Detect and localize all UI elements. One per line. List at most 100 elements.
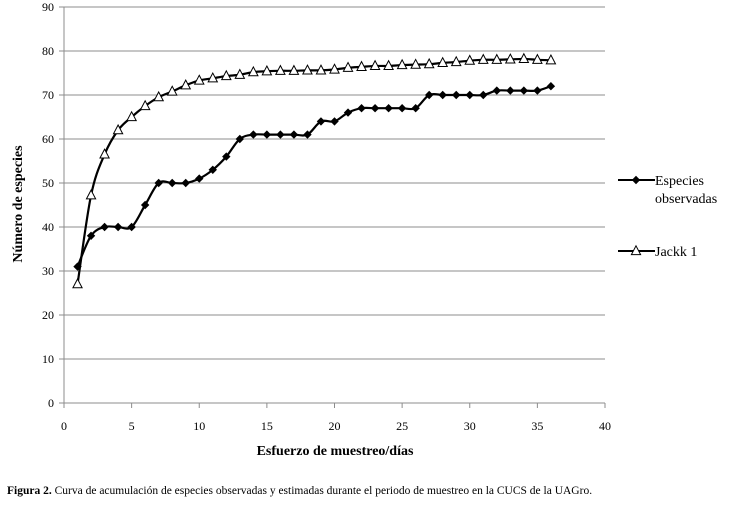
y-tick-label: 80 <box>42 44 54 58</box>
legend-item-jackk-1: Jackk 1 <box>618 244 697 260</box>
y-tick-label: 0 <box>48 396 54 410</box>
chart: 0 10 20 30 40 50 60 70 80 90 0 5 10 15 20 25 30 35 40 Núm… <box>11 0 717 459</box>
data-point <box>180 79 192 90</box>
data-point <box>411 104 420 113</box>
data-point <box>464 54 476 65</box>
data-point <box>234 68 246 79</box>
data-point <box>195 174 204 183</box>
y-tick-label: 50 <box>42 176 54 190</box>
data-point <box>546 82 556 91</box>
data-point <box>168 178 177 188</box>
data-point <box>72 277 83 289</box>
data-point <box>262 130 272 139</box>
data-point <box>207 72 219 83</box>
data-point <box>85 189 97 200</box>
series-especies-observadas <box>73 82 556 271</box>
y-tick-label: 90 <box>42 0 54 14</box>
y-tick-label: 40 <box>42 220 54 234</box>
data-point <box>396 58 408 70</box>
data-point <box>166 85 178 96</box>
y-axis-title: Número de especies <box>11 145 26 263</box>
data-point <box>181 178 190 188</box>
data-point <box>450 55 462 67</box>
y-tick-label: 20 <box>42 308 54 322</box>
data-point <box>222 152 231 161</box>
x-tick-label: 10 <box>193 419 205 433</box>
data-point <box>438 90 447 100</box>
x-tick-label: 40 <box>599 419 611 433</box>
data-point <box>330 117 339 126</box>
data-point <box>410 58 422 69</box>
data-point <box>247 65 259 77</box>
data-point <box>99 148 111 159</box>
x-tick-labels: 0 5 10 15 20 25 30 35 40 <box>61 419 611 433</box>
data-point <box>154 178 163 188</box>
legend-label: Jackk 1 <box>655 245 697 260</box>
data-point <box>315 64 327 75</box>
data-point <box>504 53 516 64</box>
data-point <box>316 117 326 126</box>
data-point <box>518 52 530 64</box>
data-point <box>533 86 542 95</box>
x-tick-label: 25 <box>396 419 408 433</box>
figure-caption: Figura 2. Curva de acumulación de especi… <box>7 485 592 497</box>
x-axis-title: Esfuerzo de muestreo/días <box>257 444 414 459</box>
x-tick-label: 30 <box>464 419 476 433</box>
data-point <box>86 231 96 240</box>
caption-text: Curva de acumulación de especies observa… <box>51 485 593 497</box>
gridlines <box>64 6 605 360</box>
y-tick-label: 70 <box>42 88 54 102</box>
data-point <box>479 90 488 100</box>
y-tick-labels: 0 10 20 30 40 50 60 70 80 90 <box>42 0 54 410</box>
data-point <box>423 57 435 69</box>
data-point <box>492 86 501 95</box>
data-point <box>437 56 449 67</box>
data-point <box>519 86 529 95</box>
data-point <box>357 104 366 113</box>
series-layer <box>72 52 557 289</box>
data-point <box>491 53 503 64</box>
data-point <box>153 90 165 102</box>
data-point <box>477 53 489 64</box>
data-point <box>193 74 205 85</box>
data-point <box>397 104 407 113</box>
legend-marker <box>631 175 641 185</box>
legend-label: Especies <box>655 174 704 189</box>
data-point <box>249 130 258 139</box>
data-point <box>140 200 150 210</box>
data-point <box>113 222 123 232</box>
legend-item-especies-observadas: Especies observadas <box>618 174 717 207</box>
data-point <box>112 123 124 135</box>
series-line <box>76 57 551 285</box>
series-jackk-1 <box>72 52 557 289</box>
x-tick-label: 15 <box>261 419 273 433</box>
data-point <box>100 222 109 232</box>
series-line <box>76 85 552 268</box>
data-point <box>276 130 285 139</box>
y-tick-label: 30 <box>42 264 54 278</box>
data-point <box>452 90 461 100</box>
legend-marker <box>630 244 642 256</box>
data-point <box>288 64 300 75</box>
data-point <box>531 53 543 64</box>
data-point <box>261 64 273 76</box>
legend-label: observadas <box>655 192 717 207</box>
data-point <box>545 53 557 65</box>
data-point <box>506 86 515 95</box>
data-point <box>343 108 353 117</box>
data-point <box>356 60 367 71</box>
y-tick-label: 10 <box>42 352 54 366</box>
data-point <box>126 110 138 122</box>
y-tick-label: 60 <box>42 132 54 146</box>
data-point <box>303 130 312 139</box>
data-point <box>127 222 136 232</box>
axes <box>59 6 606 408</box>
data-point <box>383 59 395 71</box>
data-point <box>424 90 434 100</box>
legend: Especies observadas Jackk 1 <box>618 174 717 260</box>
x-tick-label: 20 <box>329 419 341 433</box>
x-tick-label: 5 <box>129 419 135 433</box>
data-point <box>465 90 474 100</box>
x-tick-label: 35 <box>531 419 543 433</box>
data-point <box>342 61 354 72</box>
